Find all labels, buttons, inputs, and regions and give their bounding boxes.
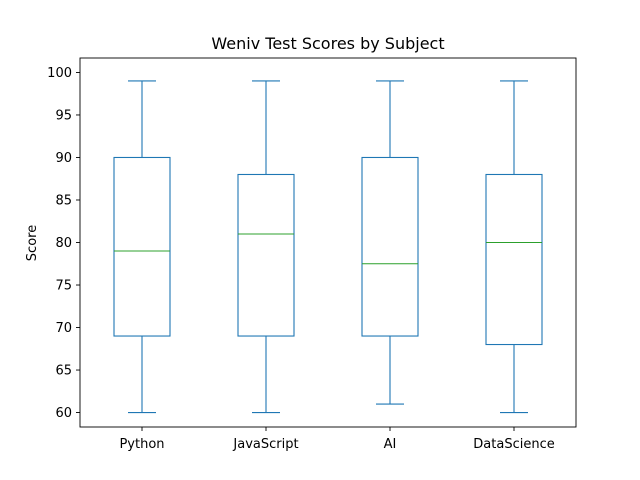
box-python [113, 156, 171, 337]
chart-title: Weniv Test Scores by Subject [211, 34, 444, 53]
x-tick-label: Python [119, 437, 164, 452]
box-ai [361, 156, 419, 337]
box-datascience [485, 173, 543, 346]
plot-area: 60 65 70 75 80 85 90 95 100 Python JavaScript AI Dat… [47, 66, 555, 452]
box-javascript [237, 173, 295, 337]
y-tick-label: 90 [55, 151, 72, 166]
x-tick-label: JavaScript [232, 437, 298, 452]
y-tick-label: 75 [55, 279, 72, 294]
y-tick-label: 80 [55, 236, 72, 251]
y-tick-label: 60 [55, 406, 72, 421]
y-tick-label: 95 [55, 108, 72, 123]
plot-frame [79, 57, 577, 428]
y-tick-label: 70 [55, 321, 72, 336]
x-tick-label: AI [384, 437, 397, 452]
x-tick-label: DataScience [473, 437, 554, 452]
y-tick-label: 100 [47, 66, 72, 81]
y-tick-label: 65 [55, 364, 72, 379]
y-axis-label: Score [25, 225, 40, 261]
y-tick-label: 85 [55, 193, 72, 208]
